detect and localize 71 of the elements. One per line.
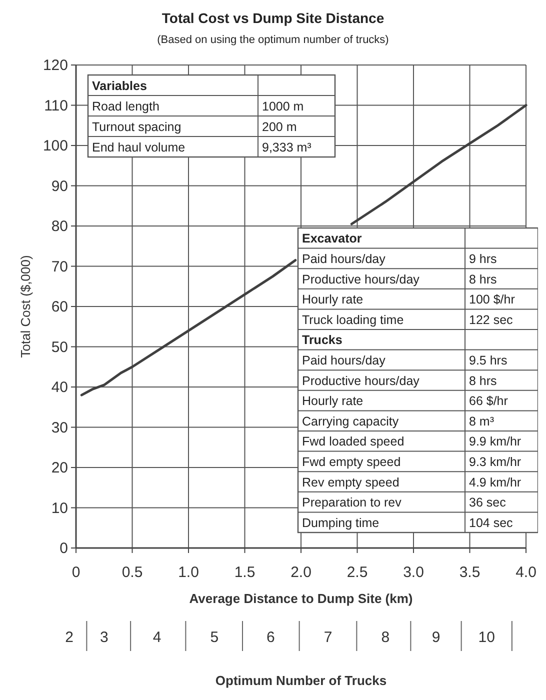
y-tick-label: 50 [51, 338, 68, 356]
annotation: Rev empty speed [302, 475, 400, 490]
annotation: Road length [92, 99, 160, 114]
y-tick-label: 60 [51, 298, 68, 316]
annotation: 100 $/hr [469, 292, 515, 307]
annotation: Excavator [302, 232, 362, 246]
x-tick-label: 2.5 [346, 564, 368, 581]
y-tick-label: 110 [44, 97, 68, 114]
x-tick-label: 0.5 [122, 564, 143, 581]
annotation: Hourly rate [302, 394, 364, 408]
annotation: 8 m³ [469, 414, 494, 428]
annotation: 9.5 hrs [469, 353, 508, 368]
y-tick-label: 30 [51, 419, 68, 436]
annotation: 8 hrs [469, 272, 497, 286]
annotation: Carrying capacity [302, 414, 400, 428]
annotation: Paid hours/day [302, 353, 386, 368]
annotation: 122 sec [469, 312, 513, 327]
annotation: Fwd empty speed [302, 454, 401, 469]
x-tick-label: 3.5 [459, 564, 480, 581]
annotation: 66 $/hr [469, 394, 508, 408]
annotation: 9.9 km/hr [469, 434, 522, 449]
text: 10 [478, 629, 495, 646]
y-axis-title: Total Cost ($,000) [18, 255, 33, 358]
x-tick-label: 2.0 [290, 564, 312, 581]
text: 4 [152, 629, 162, 646]
text: 6 [266, 629, 275, 646]
x-axis-title: Average Distance to Dump Site (km) [189, 591, 413, 606]
annotation: Productive hours/day [302, 272, 420, 286]
annotation: Turnout spacing [92, 120, 182, 134]
y-tick-label: 90 [51, 178, 68, 195]
annotation: 36 sec [469, 496, 506, 510]
annotation: Preparation to rev [302, 496, 402, 510]
annotation: 8 hrs [469, 374, 497, 388]
x-tick-label: 0 [72, 564, 80, 581]
annotation: Hourly rate [302, 292, 364, 307]
text: 2 [65, 629, 74, 646]
annotation: 9.3 km/hr [469, 454, 522, 469]
text: 9 [432, 629, 440, 646]
x-tick-label: 1.0 [178, 564, 199, 581]
annotation: 9 hrs [469, 252, 497, 266]
y-tick-label: 70 [51, 258, 68, 276]
chart-subtitle: (Based on using the optimum number of trucks) [157, 34, 389, 46]
text: 5 [210, 629, 219, 646]
annotation: Dumping time [302, 516, 380, 530]
annotation: Trucks [302, 333, 342, 348]
y-tick-label: 120 [42, 57, 68, 74]
annotation: Paid hours/day [302, 252, 386, 266]
y-tick-label: 80 [51, 218, 68, 235]
y-tick-label: 40 [51, 379, 68, 396]
annotation: 4.9 km/hr [469, 475, 522, 490]
annotation: 9,333 m³ [262, 140, 312, 154]
text: 8 [381, 629, 390, 646]
annotation: 1000 m [262, 99, 304, 114]
annotation: Variables [92, 78, 147, 93]
annotation: Productive hours/day [302, 374, 420, 388]
text: 7 [324, 629, 332, 646]
chart-title: Total Cost vs Dump Site Distance [162, 10, 384, 26]
annotation: Truck loading time [302, 312, 404, 327]
y-tick-label: 20 [51, 460, 68, 476]
y-tick-label: 10 [51, 500, 68, 517]
x-tick-label: 3.0 [403, 564, 424, 581]
text: Optimum Number of Trucks [215, 673, 387, 688]
annotation: 104 sec [469, 516, 513, 530]
y-tick-label: 100 [42, 138, 68, 154]
annotation: 200 m [262, 120, 297, 134]
annotation: Fwd loaded speed [302, 434, 404, 449]
x-tick-label: 4.0 [516, 564, 536, 581]
x-tick-label: 1.5 [234, 564, 256, 581]
annotation: End haul volume [92, 140, 186, 154]
y-tick-label: 0 [60, 540, 68, 557]
text: 3 [100, 629, 108, 646]
